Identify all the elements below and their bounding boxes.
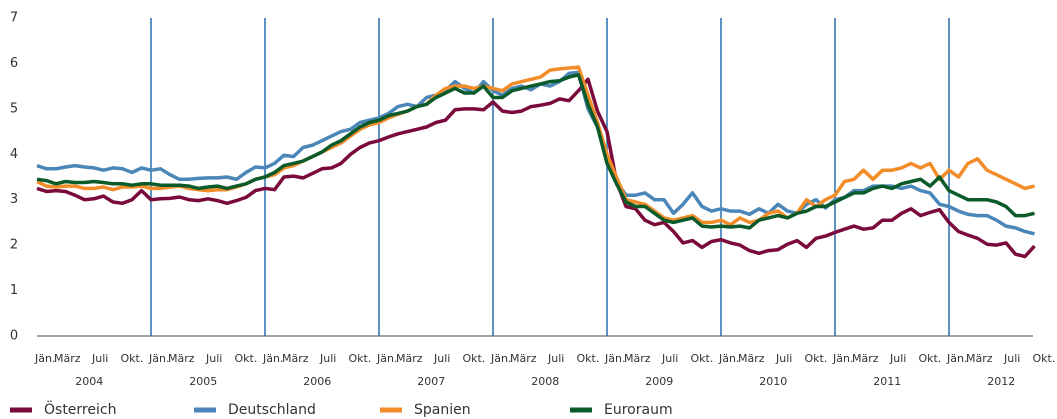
x-tick-label: März (54, 352, 81, 365)
y-tick-label: 2 (10, 238, 18, 253)
x-tick-label: März (852, 352, 879, 365)
x-tick-label: Jän. (490, 352, 511, 365)
x-tick-label: Okt. (691, 352, 714, 365)
x-tick-label: Okt. (349, 352, 372, 365)
year-label: 2012 (987, 375, 1015, 388)
x-tick-label: März (282, 352, 309, 365)
x-tick-label: März (738, 352, 765, 365)
x-tick-label: Jän. (718, 352, 739, 365)
series-line (36, 65, 1035, 227)
year-label: 2005 (189, 375, 217, 388)
y-tick-label: 1 (10, 283, 18, 298)
x-tick-label: Okt. (919, 352, 942, 365)
series-line (36, 73, 1035, 230)
x-tick-label: Jän. (604, 352, 625, 365)
year-label: 2008 (531, 375, 559, 388)
x-tick-label: Juli (91, 352, 108, 365)
x-tick-label: Juli (319, 352, 336, 365)
x-tick-label: Jän. (34, 352, 55, 365)
legend-label: Euroraum (604, 402, 673, 418)
legend-label: Österreich (44, 400, 116, 418)
x-tick-label: Okt. (577, 352, 600, 365)
x-tick-label: Jän. (148, 352, 169, 365)
series-line (36, 77, 1036, 259)
x-tick-label: Okt. (463, 352, 486, 365)
x-tick-label: Jän. (376, 352, 397, 365)
x-tick-label: Jän. (262, 352, 283, 365)
legend-label: Deutschland (228, 402, 316, 418)
x-tick-label: Jän. (832, 352, 853, 365)
y-tick-label: 7 (10, 11, 18, 26)
x-tick-label: Juli (889, 352, 906, 365)
year-label: 2010 (759, 375, 787, 388)
x-tick-label: März (510, 352, 537, 365)
y-tick-label: 0 (10, 329, 18, 344)
x-tick-label: März (168, 352, 195, 365)
x-tick-label: Juli (775, 352, 792, 365)
x-tick-label: Juli (433, 352, 450, 365)
x-tick-label: Juli (205, 352, 222, 365)
x-tick-label: Okt. (1033, 352, 1056, 365)
y-tick-label: 5 (10, 101, 18, 116)
y-tick-label: 4 (10, 147, 18, 162)
y-tick-label: 3 (10, 192, 18, 207)
year-label: 2006 (303, 375, 331, 388)
x-tick-label: März (966, 352, 993, 365)
year-label: 2004 (75, 375, 103, 388)
legend-label: Spanien (414, 402, 471, 418)
year-label: 2009 (645, 375, 673, 388)
year-label: 2011 (873, 375, 901, 388)
x-tick-label: Juli (1003, 352, 1020, 365)
x-tick-label: Okt. (805, 352, 828, 365)
x-tick-label: Juli (547, 352, 564, 365)
y-tick-label: 6 (10, 56, 18, 71)
x-tick-label: Juli (661, 352, 678, 365)
series-line (36, 70, 1035, 236)
year-label: 2007 (417, 375, 445, 388)
x-tick-label: Jän. (946, 352, 967, 365)
x-tick-label: März (624, 352, 651, 365)
x-tick-label: Okt. (235, 352, 258, 365)
x-tick-label: Okt. (121, 352, 144, 365)
x-tick-label: März (396, 352, 423, 365)
